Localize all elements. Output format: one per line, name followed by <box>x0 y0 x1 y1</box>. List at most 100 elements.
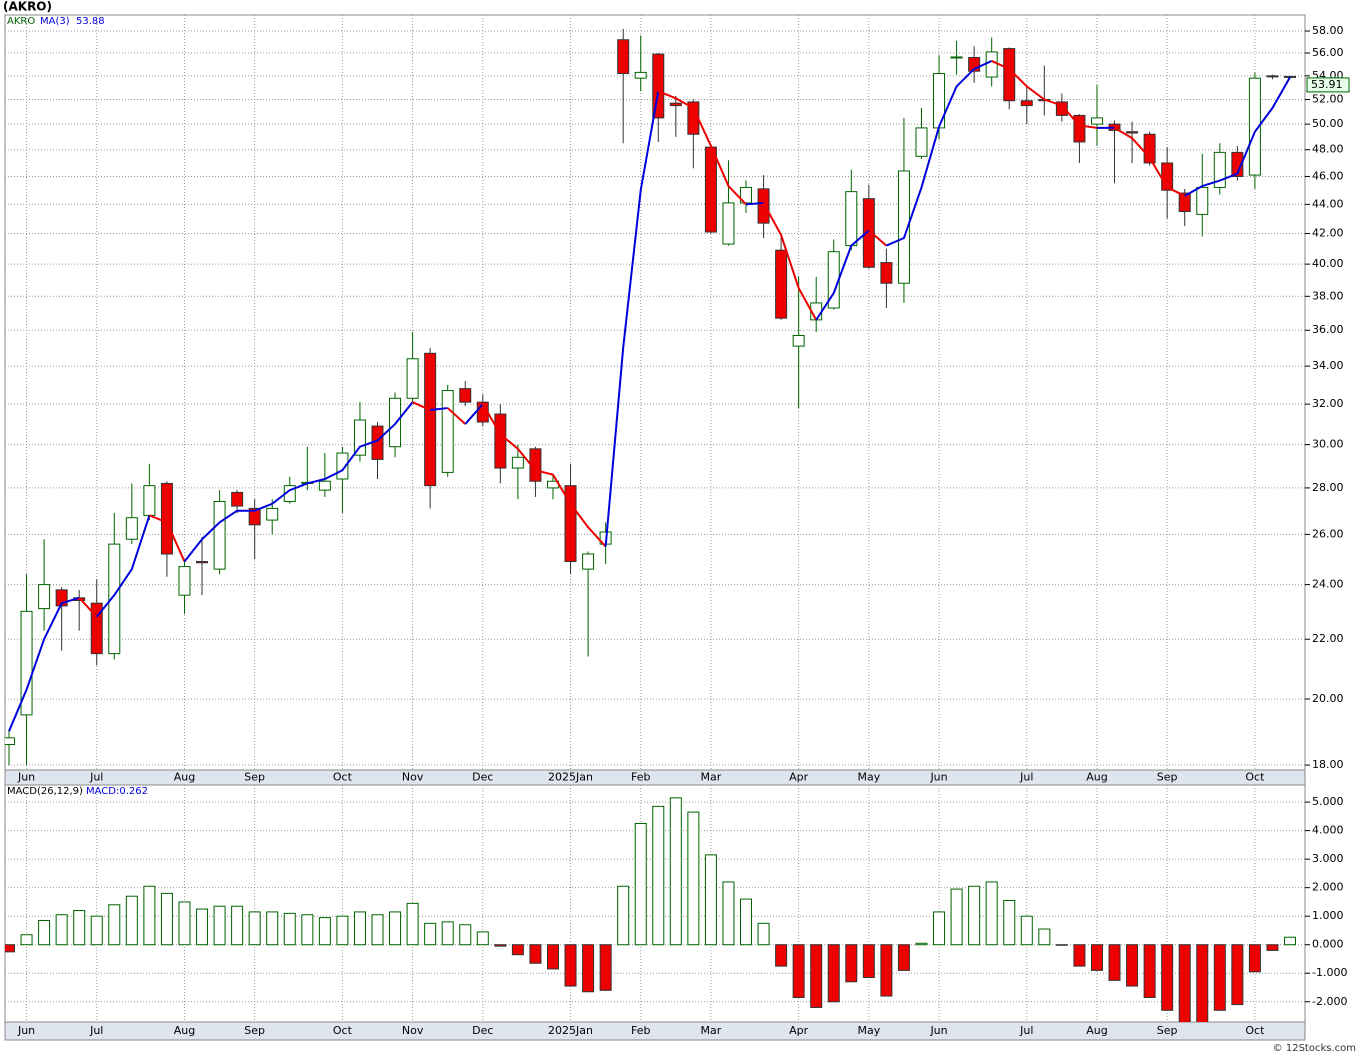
macd-bar <box>1020 915 1033 946</box>
candle-body <box>55 589 68 607</box>
macd-bar <box>441 921 454 946</box>
x-tick-label: Sep <box>1157 771 1178 784</box>
macd-bar <box>459 924 472 946</box>
ma-line <box>464 403 484 425</box>
ma-line <box>886 60 993 247</box>
macd-bar <box>634 823 647 946</box>
candle-body <box>1055 101 1068 116</box>
candle-body <box>108 543 121 655</box>
macd-bar <box>617 885 630 946</box>
x-tick-label: Jun <box>17 771 35 784</box>
ma-line <box>149 514 186 562</box>
x-tick-label: Aug <box>1086 1024 1107 1037</box>
macd-bar <box>1090 944 1103 971</box>
y-tick-label: 4.000 <box>1312 824 1344 837</box>
x-tick-label: Dec <box>472 771 493 784</box>
macd-bar <box>1038 928 1051 946</box>
macd-bar <box>827 944 840 1003</box>
macd-bar <box>1248 944 1261 973</box>
ma-line <box>1114 127 1186 197</box>
macd-bar <box>108 904 121 946</box>
x-tick-label: Oct <box>333 1024 353 1037</box>
macd-bar <box>231 905 244 946</box>
candle-body <box>90 602 103 655</box>
candle-body <box>968 57 981 72</box>
macd-bar <box>196 908 209 946</box>
chart-title: (AKRO) <box>3 0 52 14</box>
candle-body <box>353 419 366 456</box>
macd-bar <box>1231 944 1244 1006</box>
macd-bar <box>704 854 717 946</box>
y-tick-label: 18.00 <box>1312 758 1344 771</box>
macd-bar <box>1108 944 1121 981</box>
price-box <box>1306 77 1350 93</box>
macd-bar <box>845 944 858 983</box>
y-tick-label: -2.000 <box>1312 995 1347 1008</box>
ma-line <box>868 229 888 247</box>
macd-bar <box>424 922 437 946</box>
candle-body <box>950 56 963 59</box>
candle-body <box>196 561 209 564</box>
ma-line <box>815 229 870 321</box>
candle-body <box>125 517 138 540</box>
ma-line <box>991 60 1098 129</box>
plot-frame <box>4 784 1306 1023</box>
macd-bar <box>546 944 559 970</box>
x-tick-label: Oct <box>333 771 353 784</box>
x-tick-label: Jul <box>89 771 103 784</box>
y-tick-label: 5.000 <box>1312 795 1344 808</box>
macd-bar <box>933 911 946 946</box>
macd-bar <box>178 901 191 946</box>
ma-line <box>430 407 448 412</box>
legend-value: MACD:0.262 <box>86 786 148 797</box>
candle-body <box>985 51 998 78</box>
x-tick-label: Apr <box>789 1024 809 1037</box>
macd-bar <box>143 885 156 946</box>
x-tick-label: May <box>857 1024 880 1037</box>
candle-body <box>862 198 875 268</box>
macd-bar <box>775 944 788 967</box>
macd-bar <box>599 944 612 991</box>
macd-bar <box>915 942 928 946</box>
macd-bar <box>968 885 981 946</box>
candle-body <box>20 610 33 716</box>
x-tick-label: 2025Jan <box>548 1024 593 1037</box>
ma-line <box>412 401 431 411</box>
y-tick-label: 58.00 <box>1312 24 1344 37</box>
candle-body <box>1126 131 1139 134</box>
plot-area <box>5 28 1296 766</box>
y-tick-label: 40.00 <box>1312 257 1344 270</box>
macd-bar <box>389 911 402 946</box>
candle-body <box>231 491 244 507</box>
candle-body <box>336 452 349 480</box>
y-tick-label: 24.00 <box>1312 578 1344 591</box>
macd-bar <box>371 914 384 946</box>
macd-bar <box>1143 944 1156 998</box>
candle-body <box>5 737 15 746</box>
x-tick-label: Feb <box>631 1024 650 1037</box>
candle-body <box>1213 151 1226 188</box>
x-tick-label: Apr <box>789 771 809 784</box>
macd-bar <box>125 895 138 946</box>
y-tick-label: 32.00 <box>1312 397 1344 410</box>
macd-bar <box>1213 944 1226 1011</box>
candle-body <box>757 188 770 224</box>
macd-bar <box>5 944 15 953</box>
x-axis-strip <box>4 769 1306 786</box>
macd-bar <box>160 892 173 946</box>
candle-body <box>1266 75 1279 78</box>
candle-body <box>652 53 665 119</box>
x-tick-label: Sep <box>244 1024 265 1037</box>
macd-bar <box>1284 936 1296 946</box>
ma-line <box>8 596 80 732</box>
macd-bar <box>318 917 331 946</box>
plot-frame <box>4 14 1306 771</box>
candle-body <box>1196 186 1209 215</box>
macd-bar <box>301 914 314 946</box>
candle-body <box>1178 192 1191 213</box>
y-tick-label: 2.000 <box>1312 881 1344 894</box>
macd-bar <box>283 912 296 946</box>
candle-body <box>582 553 595 570</box>
macd-bar <box>90 915 103 946</box>
x-axis-strip <box>4 1021 1306 1041</box>
